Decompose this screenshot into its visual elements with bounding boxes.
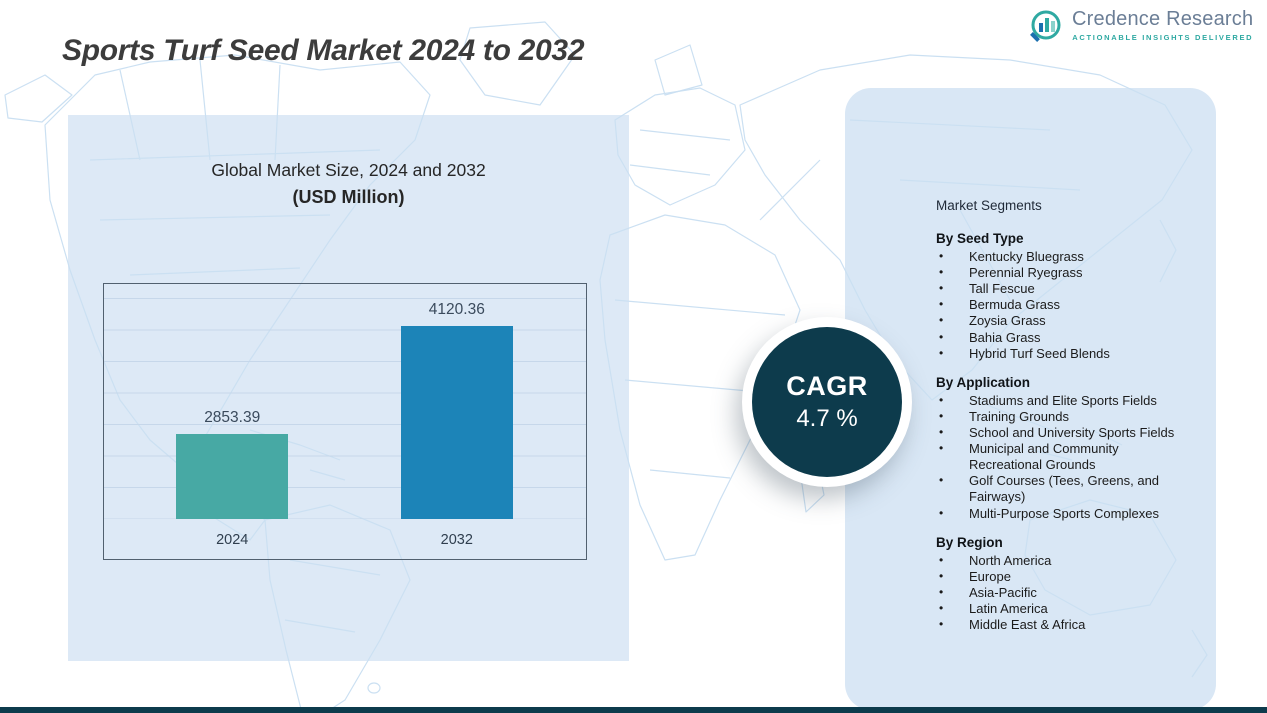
page-title: Sports Turf Seed Market 2024 to 2032 [62, 34, 585, 68]
segment-group: By Seed Type • Kentucky Bluegrass • Perennia… [936, 231, 1188, 362]
segment-item-label: Middle East & Africa [969, 617, 1086, 633]
segment-item-label: North America [969, 552, 1052, 568]
segment-item: • School and University Sports Fields [936, 425, 1188, 441]
segments-heading: Market Segments [936, 198, 1042, 213]
footer-accent-bar [0, 707, 1267, 713]
bullet-icon: • [939, 552, 944, 567]
bar-chart: 2853.39 2024 4120.36 2032 [103, 283, 587, 560]
segment-item-label: Bahia Grass [969, 329, 1041, 345]
segment-item-label: Municipal and Community Recreational Gro… [969, 441, 1119, 473]
bar-value-label: 2853.39 [204, 409, 261, 426]
bullet-icon: • [939, 473, 944, 488]
segment-groups: By Seed Type • Kentucky Bluegrass • Perennia… [936, 231, 1188, 633]
bar-value-label: 4120.36 [428, 301, 485, 318]
segment-item: • North America [936, 553, 1188, 569]
segment-item-label: Europe [969, 568, 1011, 584]
bullet-icon: • [939, 392, 944, 407]
credence-logo: Credence Research Actionable Insights De… [1025, 8, 1253, 48]
segment-item-label: Latin America [969, 600, 1048, 616]
logo-text-block: Credence Research Actionable Insights De… [1072, 8, 1253, 42]
bullet-icon: • [939, 617, 944, 632]
segment-item-label: Multi-Purpose Sports Complexes [969, 505, 1160, 521]
credence-logo-icon [1030, 10, 1061, 42]
segment-group: By Region • North America • Europe • Asia-Paci… [936, 535, 1188, 634]
bullet-icon: • [939, 600, 944, 615]
segment-item-label: Hybrid Turf Seed Blends [969, 345, 1110, 361]
bullet-icon: • [939, 249, 944, 263]
segment-item: • Europe [936, 569, 1188, 585]
segment-item-label: Asia-Pacific [969, 584, 1037, 600]
bullet-icon: • [939, 424, 944, 439]
bar-2032 [400, 326, 513, 519]
bullet-icon: • [939, 505, 944, 520]
chart-heading-line2: (USD Million) [292, 187, 405, 207]
bullet-icon: • [939, 297, 944, 312]
segment-item-label: Tall Fescue [969, 281, 1035, 297]
logo-name: Credence Research [1072, 8, 1254, 30]
segment-item: • Bermuda Grass [936, 297, 1188, 313]
market-segments-list: Market Segments By Seed Type • Kentucky Bl… [936, 198, 1188, 646]
segment-item: • Golf Courses (Tees, Greens, and Fairway… [936, 473, 1188, 505]
bar-category-label: 2032 [440, 532, 473, 548]
segment-item: • Stadiums and Elite Sports Fields [936, 393, 1188, 409]
segment-item-label: Perennial Ryegrass [969, 265, 1083, 281]
chart-heading: Global Market Size, 2024 and 2032 (USD M… [68, 160, 629, 208]
segment-item: • Zoysia Grass [936, 313, 1188, 329]
segment-item: • Hybrid Turf Seed Blends [936, 346, 1188, 362]
segment-item-label: Training Grounds [969, 408, 1069, 424]
bullet-icon: • [939, 345, 944, 360]
segment-item: • Training Grounds [936, 409, 1188, 425]
bullet-icon: • [939, 584, 944, 599]
segment-item-label: School and University Sports Fields [969, 424, 1175, 440]
segment-item: • Multi-Purpose Sports Complexes [936, 506, 1188, 522]
bullet-icon: • [939, 408, 944, 423]
bar-category-label: 2024 [216, 532, 249, 548]
segment-item: • Municipal and Community Recreational Gr… [936, 441, 1188, 473]
segment-item: • Latin America [936, 601, 1188, 617]
logo-tagline: Actionable Insights Delivered [1072, 33, 1254, 42]
segment-group-title: By Application [936, 374, 1031, 390]
segment-item-label: Golf Courses (Tees, Greens, and Fairways… [969, 473, 1160, 505]
bullet-icon: • [939, 265, 944, 280]
segment-item: • Perennial Ryegrass [936, 265, 1188, 281]
bar-2024 [176, 434, 289, 519]
bullet-icon: • [939, 313, 944, 328]
bullet-icon: • [939, 568, 944, 583]
segment-item: • Asia-Pacific [936, 585, 1188, 601]
segment-item: • Middle East & Africa [936, 617, 1188, 633]
cagr-badge: CAGR 4.7 % [742, 317, 912, 487]
segment-item: • Bahia Grass [936, 330, 1188, 346]
cagr-value: 4.7 % [796, 405, 858, 432]
segment-item: • Tall Fescue [936, 281, 1188, 297]
segment-group: By Application • Stadiums and Elite Sports… [936, 375, 1188, 522]
bullet-icon: • [939, 441, 944, 456]
chart-heading-line1: Global Market Size, 2024 and 2032 [211, 160, 486, 180]
segment-group-title: By Region [936, 534, 1003, 550]
segment-item-label: Bermuda Grass [969, 297, 1061, 313]
cagr-circle: CAGR 4.7 % [752, 327, 902, 477]
bullet-icon: • [939, 281, 944, 296]
segment-item-label: Kentucky Bluegrass [969, 249, 1084, 264]
cagr-label: CAGR [786, 371, 868, 401]
segment-item-label: Stadiums and Elite Sports Fields [969, 392, 1157, 408]
bullet-icon: • [939, 329, 944, 344]
segment-item: • Kentucky Bluegrass [936, 249, 1188, 265]
segment-item-label: Zoysia Grass [969, 313, 1046, 329]
segment-group-title: By Seed Type [936, 231, 1024, 246]
